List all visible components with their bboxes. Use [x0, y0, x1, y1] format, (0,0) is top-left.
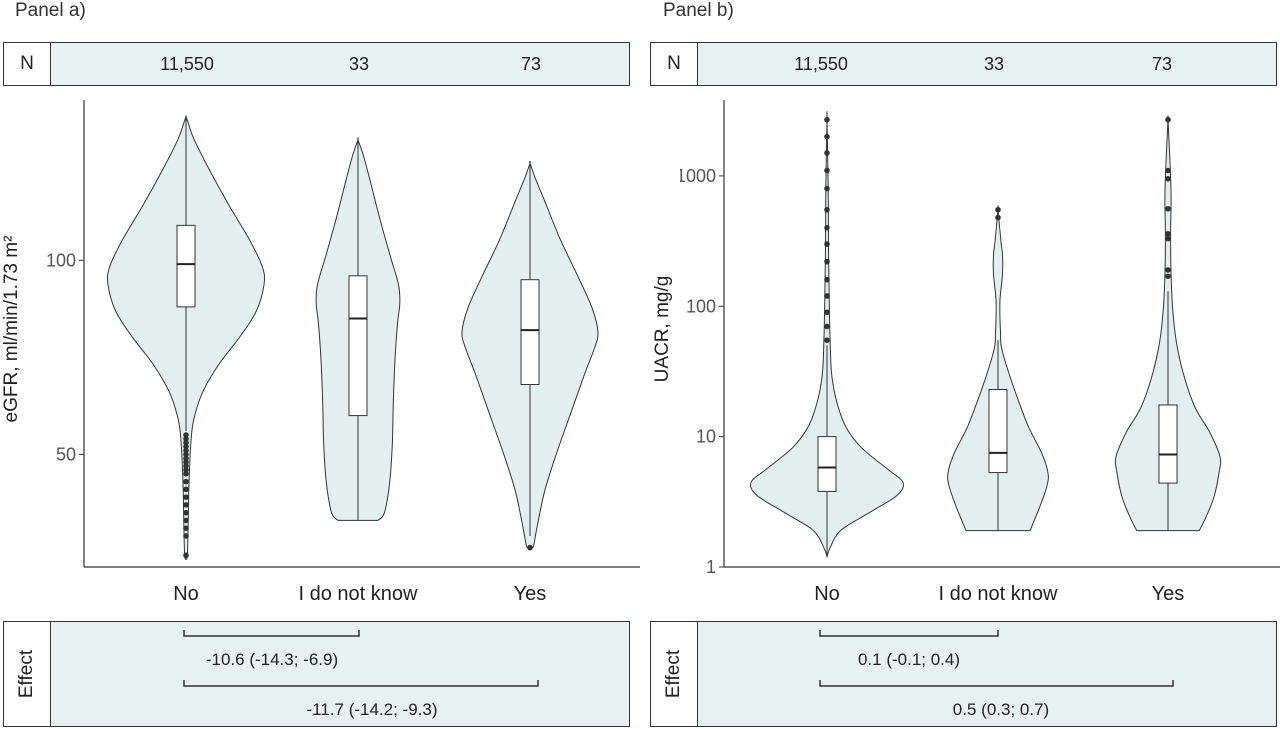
n-label: N — [651, 43, 698, 85]
n-box-b: N 11,550 33 73 — [650, 42, 1277, 86]
x-category-label: No — [814, 583, 840, 605]
outlier-point — [824, 133, 830, 140]
effect-brackets-b — [819, 630, 1174, 687]
box-2 — [1158, 404, 1178, 484]
outlier-point — [183, 439, 189, 446]
outlier-point — [824, 150, 830, 156]
outlier-point — [1165, 230, 1171, 237]
effect-box-b: Effect 0.1 (-0.1; 0.4) 0.5 (0.3; 0.7) — [650, 621, 1277, 727]
outlier-point — [824, 185, 830, 192]
outlier-point — [824, 224, 830, 231]
outlier-point — [183, 459, 189, 465]
panel-a-title: Panel a) — [15, 0, 86, 21]
box-1 — [988, 388, 1008, 474]
x-category-label: No — [173, 583, 199, 605]
outlier-point — [824, 258, 830, 265]
outlier-point — [1165, 176, 1171, 182]
n-value-no: 11,550 — [160, 54, 214, 74]
y-tick-label: 1 — [706, 557, 716, 577]
y-tick-label: 50 — [56, 444, 76, 464]
effect-box-a: Effect -10.6 (-14.3; -6.9) -11.7 (-14.2;… — [3, 621, 630, 727]
x-category-label: Yes — [1152, 583, 1185, 605]
x-category-label: I do not know — [939, 583, 1059, 605]
outlier-point — [183, 509, 189, 516]
n-value-yes: 73 — [1151, 54, 1173, 74]
outlier-point — [995, 214, 1001, 221]
y-tick-label: 100 — [686, 296, 716, 316]
violin-plot-a: 50 100 No I do not know Yes — [46, 100, 640, 605]
n-value-idk: 33 — [348, 54, 370, 74]
effect-text-yes: 0.5 (0.3; 0.7) — [952, 700, 1050, 719]
outlier-point — [183, 517, 189, 524]
outlier-point — [1165, 267, 1171, 273]
y-axis-label-b: UACR, mg/g — [652, 275, 673, 383]
outlier-point — [183, 451, 189, 458]
effect-brackets-a — [183, 630, 539, 687]
violin-plot-b: 1 10 100 1000 No I do not know Yes — [680, 100, 1280, 605]
n-value-idk: 33 — [983, 54, 1005, 74]
y-tick-label: 100 — [46, 250, 76, 270]
effect-text-idk: 0.1 (-0.1; 0.4) — [857, 650, 961, 669]
n-box-a: N 11,550 33 73 — [3, 42, 630, 86]
bracket-idk-vs-no — [819, 630, 999, 637]
y-tick-label: 1000 — [680, 166, 716, 186]
effect-text-yes: -11.7 (-14.2; -9.3) — [306, 700, 438, 719]
bracket-idk-vs-no — [183, 630, 360, 637]
outlier-point — [824, 276, 830, 283]
box-2 — [520, 279, 540, 386]
outlier-point — [183, 471, 189, 477]
y-tick-label: 10 — [696, 427, 716, 447]
outlier-point — [183, 467, 189, 473]
outlier-point — [824, 309, 830, 316]
outlier-point — [183, 443, 189, 450]
outlier-point — [824, 241, 830, 247]
outlier-point — [183, 447, 189, 454]
panel-b-title: Panel b) — [663, 0, 734, 21]
outlier-point — [824, 337, 830, 343]
outlier-point — [824, 293, 830, 299]
n-value-yes: 73 — [520, 54, 542, 74]
outlier-point — [1165, 235, 1171, 242]
effect-text-idk: -10.6 (-14.3; -6.9) — [205, 650, 339, 669]
outlier-point — [183, 478, 189, 485]
bracket-yes-vs-no — [819, 680, 1174, 687]
outlier-point — [183, 502, 189, 508]
outlier-point — [1165, 205, 1171, 212]
outlier-point — [1165, 116, 1171, 123]
n-label: N — [4, 43, 51, 85]
outlier-point — [183, 486, 189, 493]
outlier-point — [183, 463, 189, 469]
outlier-point — [824, 323, 830, 330]
outlier-point — [183, 533, 189, 539]
y-axis-label-a: eGFR, ml/min/1.73 m² — [1, 235, 22, 423]
x-category-label: I do not know — [299, 583, 419, 605]
outlier-point — [183, 432, 189, 438]
outlier-point — [183, 455, 189, 462]
x-category-label: Yes — [514, 583, 547, 605]
outlier-point — [995, 206, 1001, 213]
outlier-point — [527, 544, 533, 551]
effect-label-cell: Effect — [4, 622, 51, 726]
box-0 — [817, 436, 837, 492]
outlier-point — [1165, 273, 1171, 280]
outlier-point — [183, 525, 189, 531]
outlier-point — [183, 436, 189, 442]
outlier-point — [824, 167, 830, 174]
outlier-point — [824, 206, 830, 213]
box-1 — [348, 275, 368, 417]
effect-label-cell: Effect — [651, 622, 698, 726]
outlier-point — [1165, 167, 1171, 174]
outlier-point — [183, 552, 189, 559]
n-value-no: 11,550 — [794, 54, 848, 74]
violin-0 — [750, 110, 904, 559]
outlier-point — [183, 494, 189, 500]
box-0 — [176, 224, 196, 308]
outlier-point — [824, 116, 830, 123]
bracket-yes-vs-no — [183, 680, 539, 687]
